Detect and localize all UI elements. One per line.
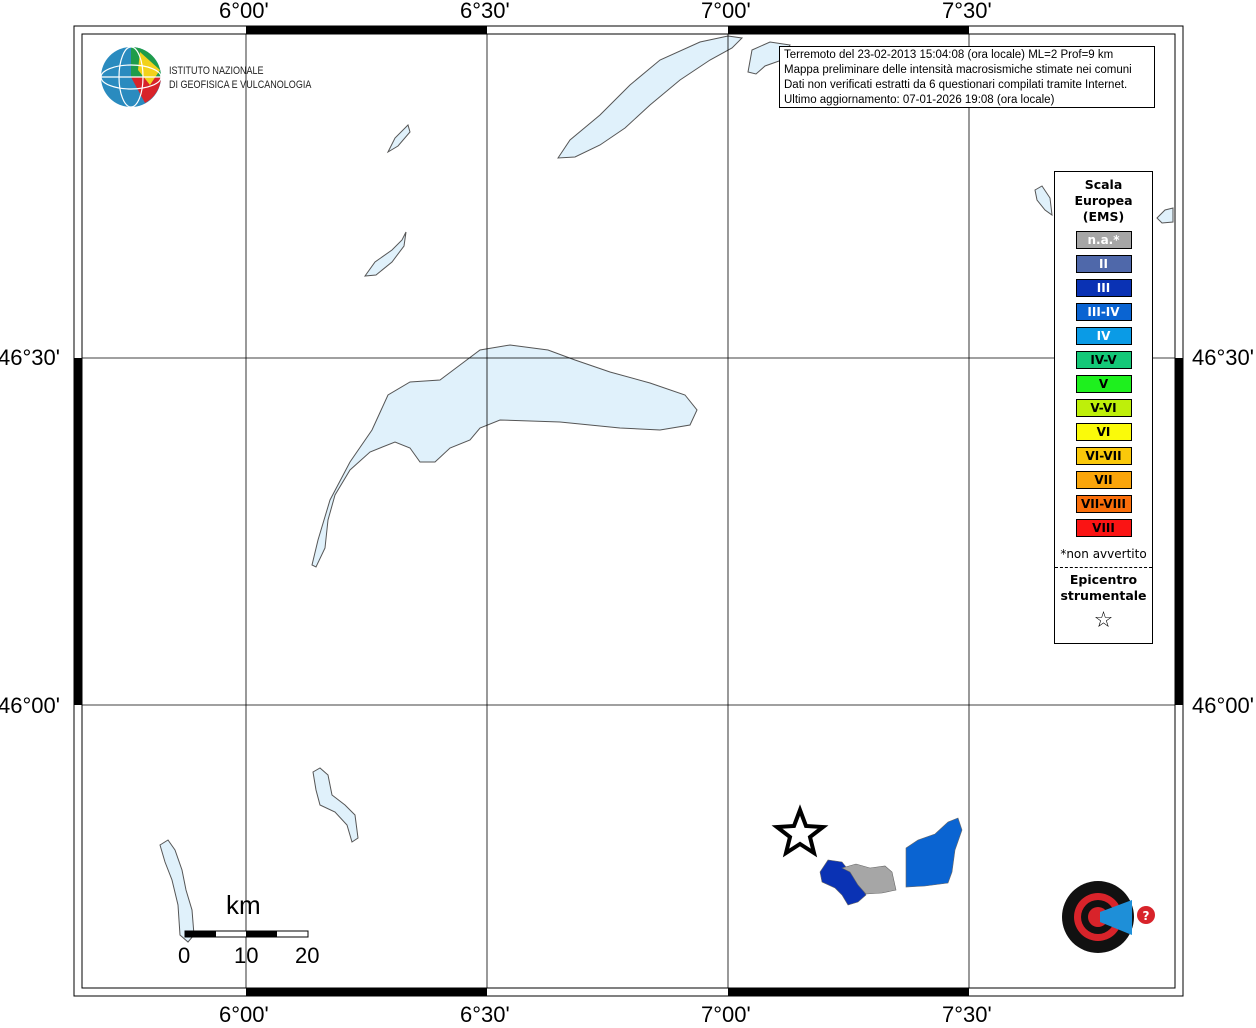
municipality-intensity-III xyxy=(819,859,867,906)
lon-label-bottom: 6°30' xyxy=(460,1002,510,1027)
legend-item: VIII xyxy=(1075,519,1132,537)
municipality-intensity-III-IV xyxy=(905,817,963,888)
legend-item: VI xyxy=(1075,423,1132,441)
scale-unit: km xyxy=(226,890,261,920)
svg-text:?: ? xyxy=(1143,909,1150,923)
lat-label-right: 46°30' xyxy=(1192,345,1254,370)
map-frame-outer xyxy=(73,25,1184,997)
legend-star-icon: ☆ xyxy=(1093,608,1114,633)
lake-geneva xyxy=(311,344,698,568)
legend-item: III xyxy=(1075,279,1132,297)
epicenter-star-icon xyxy=(771,804,829,858)
lon-label-bottom: 6°00' xyxy=(219,1002,269,1027)
lake-brienz xyxy=(1156,207,1174,224)
legend-item: IV xyxy=(1075,327,1132,345)
legend-item: n.a.* xyxy=(1075,231,1132,249)
lat-label-left: 46°00' xyxy=(0,693,60,718)
event-info-box: Terremoto del 23-02-2013 15:04:08 (ora l… xyxy=(779,46,1155,108)
event-info-line: Mappa preliminare delle intensità macros… xyxy=(784,64,1132,76)
hsit-logo: ? xyxy=(1062,881,1155,953)
legend-item: V xyxy=(1075,375,1132,393)
legend-epicenter-label: Epicentro strumentale xyxy=(1055,572,1152,604)
lake-neuchatel xyxy=(557,35,744,159)
ingv-line2: DI GEOFISICA E VULCANOLOGIA xyxy=(169,79,312,91)
event-info-line: Dati non verificati estratti da 6 questi… xyxy=(784,79,1128,91)
lake-joux xyxy=(386,124,411,154)
lon-label-top: 6°00' xyxy=(219,0,269,23)
lon-label-top: 7°30' xyxy=(942,0,992,23)
municipality-intensity-na xyxy=(841,863,897,895)
legend-title: Scala Europea (EMS) xyxy=(1055,177,1152,225)
scale-label: 10 xyxy=(234,943,259,968)
intensity-legend: Scala Europea (EMS) n.a.* II III III-IV IV IV… xyxy=(1054,171,1153,644)
lakes xyxy=(159,35,1174,943)
event-info-line: Ultimo aggiornamento: 07-01-2026 19:08 (… xyxy=(784,94,1055,106)
lon-label-bottom: 7°30' xyxy=(942,1002,992,1027)
lat-label-right: 46°00' xyxy=(1192,693,1254,718)
legend-divider xyxy=(1055,567,1152,568)
scale-bar xyxy=(184,930,309,938)
ingv-logo-globe xyxy=(100,46,162,108)
legend-items: n.a.* II III III-IV IV IV-V V V-VI VI VI-VII VII VI… xyxy=(1055,231,1152,537)
legend-item: IV-V xyxy=(1075,351,1132,369)
scale-label: 20 xyxy=(295,943,320,968)
legend-item: VII xyxy=(1075,471,1132,489)
legend-item: V-VI xyxy=(1075,399,1132,417)
graticule xyxy=(82,34,1175,988)
legend-epicenter-line: Epicentro xyxy=(1069,572,1138,587)
legend-epicenter-line: strumentale xyxy=(1060,588,1147,603)
legend-item: VII-VIII xyxy=(1075,495,1132,513)
lake-rousses xyxy=(363,231,407,277)
ingv-line1: ISTITUTO NAZIONALE xyxy=(169,65,264,77)
legend-item: VI-VII xyxy=(1075,447,1132,465)
legend-title-line: (EMS) xyxy=(1082,209,1125,224)
scale-label: 0 xyxy=(178,943,191,968)
lon-label-top: 7°00' xyxy=(701,0,751,23)
ingv-logo-text: ISTITUTO NAZIONALE DI GEOFISICA E VULCAN… xyxy=(169,64,311,92)
legend-title-line: Scala xyxy=(1084,177,1123,192)
lon-label-top: 6°30' xyxy=(460,0,510,23)
event-info-line: Terremoto del 23-02-2013 15:04:08 (ora l… xyxy=(784,49,1114,61)
lat-label-left: 46°30' xyxy=(0,345,60,370)
legend-title-line: Europea xyxy=(1074,193,1133,208)
legend-item: II xyxy=(1075,255,1132,273)
lake-annecy xyxy=(312,767,359,843)
lon-label-bottom: 7°00' xyxy=(701,1002,751,1027)
lake-thun xyxy=(1034,185,1053,217)
legend-note: *non avvertito xyxy=(1060,547,1147,561)
frame-bars xyxy=(74,26,1183,996)
legend-item: III-IV xyxy=(1075,303,1132,321)
